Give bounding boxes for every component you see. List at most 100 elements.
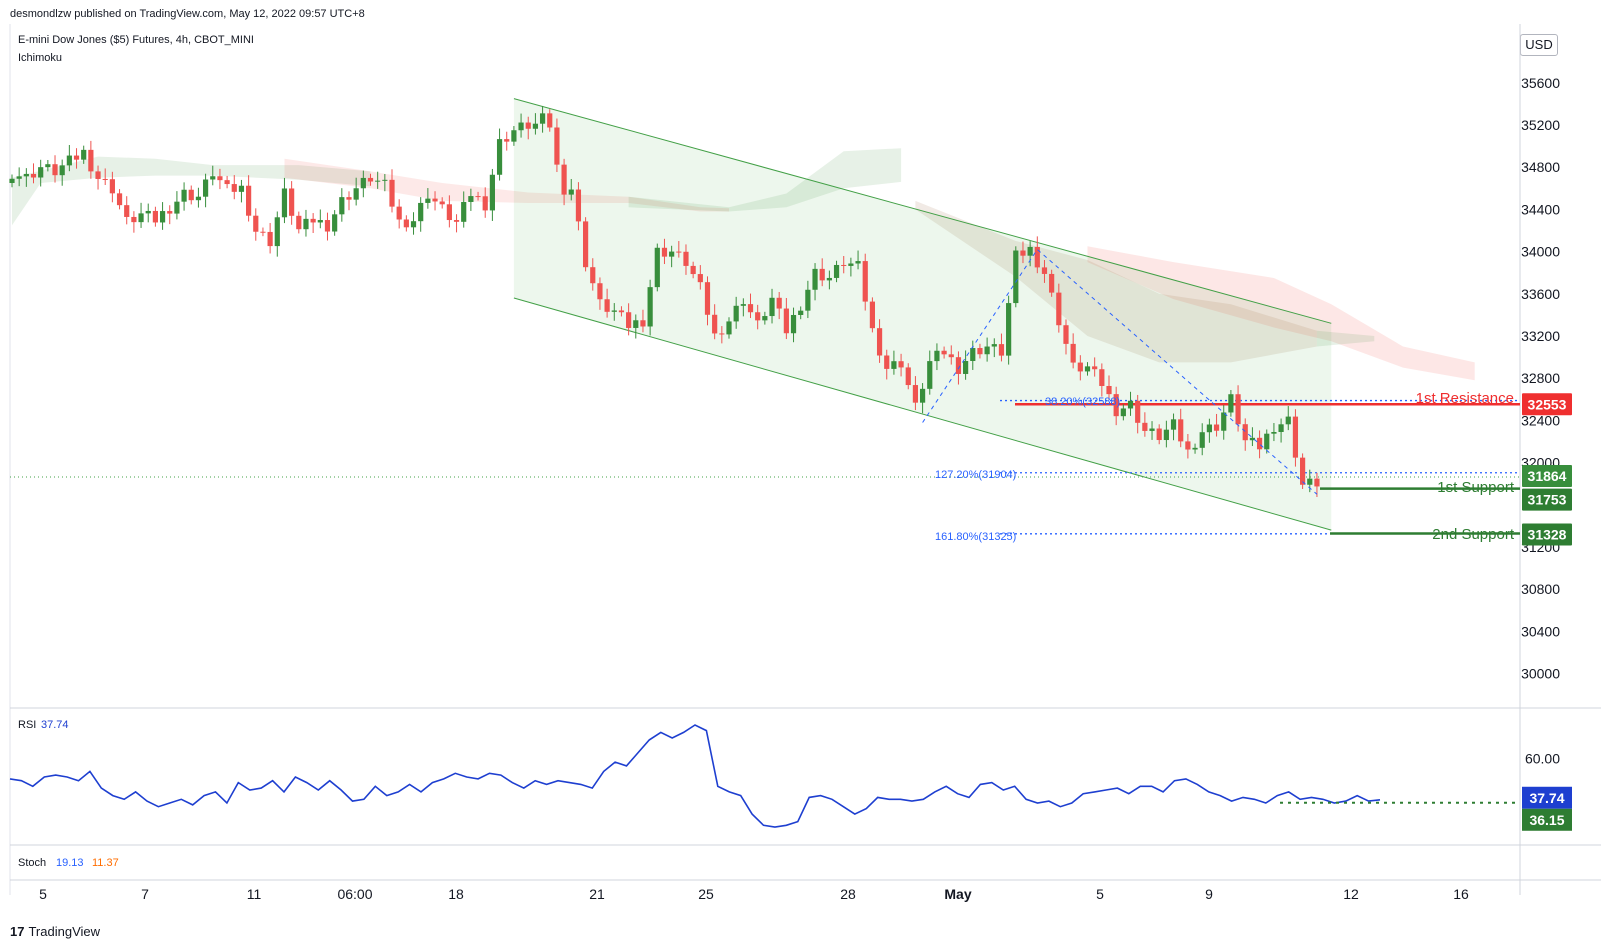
candle-body (719, 333, 725, 335)
cloud-segment (1087, 246, 1475, 381)
candle (547, 109, 553, 132)
candle-body (726, 321, 732, 335)
candle (303, 209, 309, 237)
candle (1099, 363, 1105, 397)
rsi-line (9, 724, 1381, 828)
candle (1113, 386, 1119, 426)
candle-body (109, 179, 115, 194)
indicator-name[interactable]: Ichimoku (18, 52, 63, 64)
candle-body (1206, 424, 1212, 433)
rsi-level-tag-text: 36.15 (1529, 812, 1564, 828)
candle (977, 343, 983, 359)
candle-body (1106, 385, 1112, 395)
candle (891, 350, 897, 375)
candle (1006, 295, 1012, 365)
candle-body (1120, 408, 1126, 417)
candle (1271, 423, 1277, 442)
candle-body (95, 171, 101, 179)
rsi-value-tag-text: 37.74 (1529, 790, 1564, 806)
candle (489, 168, 495, 221)
candle (855, 250, 861, 270)
candle-body (733, 305, 739, 322)
candle (1084, 362, 1091, 376)
currency-button[interactable]: USD (1520, 34, 1558, 56)
candle-body (410, 221, 417, 228)
candle (948, 345, 954, 365)
candle-body (66, 155, 72, 166)
candle-body (755, 312, 761, 321)
candle (640, 309, 646, 333)
candle (238, 179, 245, 203)
candle-body (1185, 441, 1191, 450)
candle-body (568, 189, 574, 195)
candle-body (819, 268, 825, 281)
candle-body (826, 277, 832, 281)
support-2-label: 2nd Support (1432, 526, 1515, 543)
candle (124, 196, 130, 225)
candle (1199, 423, 1205, 456)
rsi-legend-title[interactable]: RSI (18, 719, 36, 731)
candle-body (1099, 369, 1105, 386)
candle-body (231, 184, 237, 192)
candle-body (1142, 422, 1148, 431)
cloud-segment (284, 158, 729, 212)
candle (432, 191, 438, 211)
symbol-title[interactable]: E-mini Dow Jones ($5) Futures, 4h, CBOT_… (18, 34, 254, 46)
candle-body (862, 261, 868, 302)
candle-body (876, 328, 883, 356)
candle (102, 168, 108, 185)
candle (704, 276, 711, 326)
time-tick-label: 16 (1453, 886, 1469, 902)
candle (181, 182, 187, 211)
candle (726, 317, 732, 339)
candle-body (884, 355, 890, 369)
tradingview-logo[interactable]: 17 TradingView (10, 924, 100, 939)
stoch-legend-title[interactable]: Stoch (18, 857, 46, 869)
candle-body (1178, 419, 1184, 442)
candle (1056, 283, 1062, 333)
candle (482, 187, 488, 218)
candle (1163, 420, 1169, 448)
candle-body (927, 361, 933, 389)
candle (1170, 413, 1177, 441)
candle-body (453, 220, 460, 222)
resistance-price-tag: 32553 (1522, 393, 1572, 416)
candle (1256, 430, 1263, 459)
candle (81, 145, 87, 164)
candle-body (396, 206, 402, 220)
candle (683, 244, 689, 275)
candle (805, 280, 811, 319)
candle (267, 222, 273, 254)
candle-body (532, 123, 539, 129)
candle (339, 188, 345, 222)
candle-body (1264, 433, 1270, 450)
candle (1135, 394, 1141, 434)
candle (418, 197, 424, 232)
candle-body (432, 198, 438, 202)
candle (833, 260, 840, 283)
candle-body (905, 367, 911, 386)
candle-body (511, 130, 517, 142)
candle-body (790, 314, 797, 334)
candle (927, 350, 933, 395)
candle (496, 128, 503, 181)
candle-body (1049, 273, 1055, 293)
stoch-d-value: 11.37 (92, 857, 119, 869)
candle-body (661, 247, 668, 257)
candle-body (461, 201, 467, 222)
publisher-line: desmondlzw published on TradingView.com,… (10, 8, 365, 20)
candle-body (963, 360, 969, 374)
candle (310, 213, 316, 234)
candle-body (690, 265, 696, 275)
candle-body (539, 113, 546, 124)
candle-body (898, 361, 904, 368)
candle-body (583, 221, 589, 268)
candle (131, 211, 137, 233)
support-1-price-tag-bg (1522, 488, 1572, 511)
candle-body (1113, 394, 1119, 417)
candle (389, 169, 395, 213)
candle-body (1077, 362, 1083, 372)
current-price-tag: 31864 (1522, 464, 1572, 487)
candle-body (224, 180, 230, 185)
